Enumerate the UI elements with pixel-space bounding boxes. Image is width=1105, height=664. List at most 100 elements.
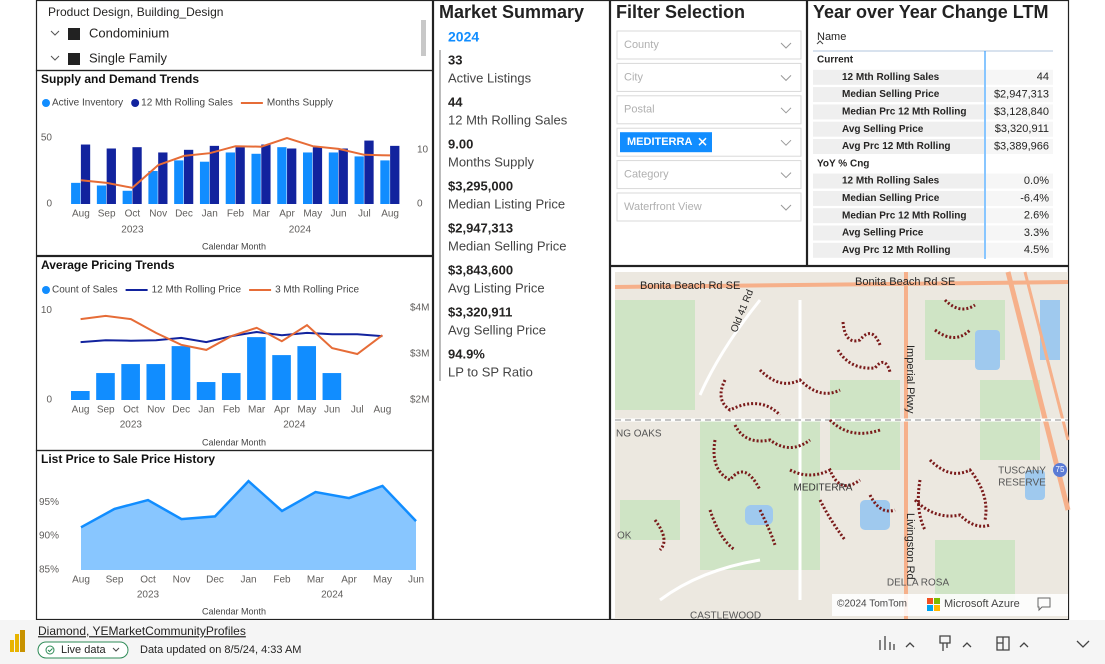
y-tick-label: 0: [46, 395, 52, 406]
bar: [251, 153, 261, 204]
bar: [322, 373, 342, 400]
report-link[interactable]: Diamond, YEMarketCommunityProfiles: [38, 624, 246, 638]
bar: [148, 170, 158, 204]
row-label: Avg Selling Price: [842, 124, 924, 135]
checkbox: [68, 53, 80, 65]
bar: [272, 355, 291, 400]
slicer-item[interactable]: Condominium: [50, 25, 169, 40]
bar: [171, 346, 191, 400]
map[interactable]: Bonita Beach Rd SE Bonita Beach Rd SEOld …: [614, 271, 1071, 622]
summary-value: 33: [448, 52, 462, 67]
summary-year: 2024: [448, 29, 479, 45]
x-tick-label: Feb: [227, 209, 245, 220]
row-bg: [813, 225, 984, 241]
bar: [80, 144, 91, 204]
section-header: Current: [817, 55, 854, 66]
row-label: Median Prc 12 Mth Rolling: [842, 107, 966, 118]
map-provider: Microsoft Azure: [944, 598, 1020, 610]
row-value: 44: [1037, 71, 1049, 83]
dropdown-chevron: [780, 75, 792, 82]
dropdown[interactable]: [616, 95, 802, 125]
bar: [380, 160, 390, 204]
check-icon: [47, 648, 53, 653]
x-tick-label: Jul: [351, 405, 364, 416]
x-tick-label: Apr: [279, 209, 295, 220]
y2-tick-label: 10: [417, 145, 429, 156]
bar: [225, 152, 235, 204]
chart-title: List Price to Sale Price History: [41, 452, 215, 466]
chip-remove[interactable]: [698, 137, 707, 146]
row-bg: [986, 208, 1053, 224]
summary-label: Avg Listing Price: [448, 280, 545, 295]
x-tick-label: Mar: [307, 575, 325, 586]
water: [745, 300, 1060, 530]
x-tick-label: Aug: [381, 209, 399, 220]
dropdown[interactable]: [616, 192, 802, 222]
dropdown-placeholder: County: [624, 39, 659, 51]
y-tick-label: 90%: [39, 531, 59, 542]
bar: [209, 145, 220, 204]
x-axis-title: Calendar Month: [202, 241, 266, 251]
dropdown-chevron: [780, 204, 792, 211]
y2-tick-label: 0: [417, 199, 423, 210]
map-label: NG OAKS: [616, 429, 662, 440]
slicer-title: Product Design, Building_Design: [48, 5, 223, 19]
row-label: Median Selling Price: [842, 193, 940, 204]
dropdown-chevron: [780, 107, 792, 114]
section-header: YoY % Cng: [817, 158, 869, 169]
summary-value: 94.9%: [448, 346, 485, 361]
filter-chip[interactable]: [620, 132, 712, 153]
bar: [96, 185, 107, 204]
dropdown[interactable]: [616, 30, 802, 60]
live-pill[interactable]: [37, 641, 129, 659]
row-label: Avg Prc 12 Mth Rolling: [842, 141, 951, 152]
x-tick-label: Nov: [149, 209, 167, 220]
filter-chip-label: MEDITERRA: [627, 136, 692, 148]
highway-shield: [1053, 463, 1067, 477]
y-tick-label: 0: [46, 199, 52, 210]
x-tick-label: Jan: [202, 209, 218, 220]
legend-label: Active Inventory: [52, 98, 123, 109]
x-tick-label: Sep: [98, 209, 116, 220]
app-icon: [10, 630, 25, 652]
dropdown[interactable]: [616, 160, 802, 190]
updated-text: Data updated on 8/5/24, 4:33 AM: [140, 644, 301, 656]
row-bg: [813, 87, 984, 103]
legend-marker: [131, 99, 140, 107]
x-tick-label: Jul: [358, 209, 371, 220]
footer-tools[interactable]: [879, 635, 1090, 651]
x-tick-label: Jan: [198, 405, 214, 416]
row-bg: [813, 139, 984, 154]
summary-label: Median Listing Price: [448, 196, 565, 211]
y2-tick-label: $4M: [410, 303, 429, 314]
x-tick-label: Jan: [240, 575, 256, 586]
map-label: 75: [1056, 465, 1065, 474]
line: [80, 479, 417, 529]
row-bg: [813, 173, 984, 189]
bar: [71, 391, 90, 400]
dropdown[interactable]: [616, 62, 802, 92]
scrollbar[interactable]: [421, 20, 426, 56]
bar: [146, 364, 166, 400]
x-tick-label: Nov: [173, 575, 191, 586]
summary-label: Months Supply: [448, 154, 534, 169]
roads: [614, 271, 1071, 619]
row-value: $2,947,313: [994, 89, 1049, 101]
row-bg: [986, 242, 1053, 258]
row-bg: [986, 69, 1053, 85]
feedback-icon[interactable]: [1037, 597, 1051, 612]
slicer-item[interactable]: Single Family: [50, 50, 168, 65]
y-tick-label: 50: [41, 133, 53, 144]
legend-label: Months Supply: [267, 98, 333, 109]
azure-logo: [927, 598, 940, 611]
bar: [183, 149, 194, 204]
x-axis-title: Calendar Month: [202, 606, 266, 616]
sort-arrow: [816, 40, 824, 45]
x-tick-label: Oct: [123, 405, 139, 416]
live-status: Live data: [61, 644, 107, 656]
summary-value: $2,947,313: [448, 220, 513, 235]
map-label: Imperial Pkwy: [904, 345, 916, 414]
bar: [338, 148, 348, 204]
summary-label: Median Selling Price: [448, 238, 567, 253]
